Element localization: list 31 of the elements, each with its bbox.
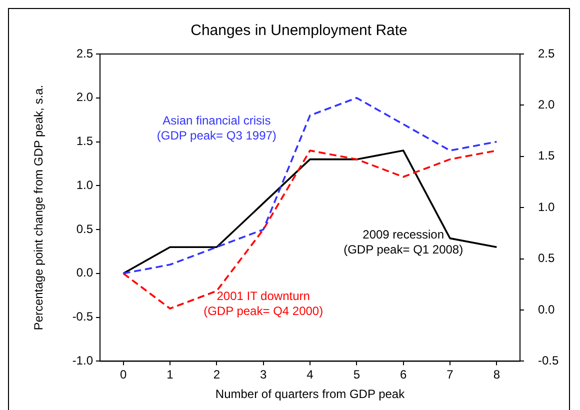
y2-tick-label: -0.5 xyxy=(538,354,560,368)
y-axis-title: Percentage point change from GDP peak, s.a. xyxy=(32,84,46,330)
y-tick-label: 0.0 xyxy=(76,266,94,280)
y2-tick-label: 1.5 xyxy=(538,148,556,163)
x-tick-label: 2 xyxy=(213,368,220,382)
y-tick-label: -0.5 xyxy=(72,310,94,324)
annotation: 2001 IT downturn (GDP peak= Q4 2000) xyxy=(204,288,324,318)
y-tick-label: 1.5 xyxy=(76,134,94,148)
y-tick-label: 2.0 xyxy=(76,90,94,104)
y2-tick-label: 0.5 xyxy=(538,251,556,266)
x-tick-label: 4 xyxy=(306,368,314,382)
x-tick-label: 8 xyxy=(493,368,500,382)
x-tick-label: 6 xyxy=(400,368,407,382)
x-tick-label: 1 xyxy=(166,368,174,382)
chart-title: Changes in Unemployment Rate xyxy=(190,22,408,40)
y-tick-label: 0.5 xyxy=(76,222,94,236)
line-series xyxy=(122,96,498,274)
x-tick-label: 7 xyxy=(446,368,454,382)
x-tick-label: 5 xyxy=(353,368,360,382)
x-axis-title: Number of quarters from GDP peak xyxy=(215,387,406,402)
y-tick-label: 1.0 xyxy=(76,178,94,192)
y2-tick-label: 1.0 xyxy=(538,200,556,214)
y2-tick-label: 0.0 xyxy=(538,302,556,316)
annotation: 2009 recession (GDP peak= Q1 2008) xyxy=(344,228,464,257)
y-tick-label: -1.0 xyxy=(72,354,94,368)
y2-tick-label: 2.5 xyxy=(538,46,556,60)
y-tick-label: 2.5 xyxy=(76,46,94,60)
y2-tick-label: 2.0 xyxy=(538,98,556,112)
x-tick-label: 0 xyxy=(120,368,127,382)
annotation: Asian financial crisis (GDP peak= Q3 1997) xyxy=(156,113,276,142)
x-tick-label: 3 xyxy=(260,368,267,382)
